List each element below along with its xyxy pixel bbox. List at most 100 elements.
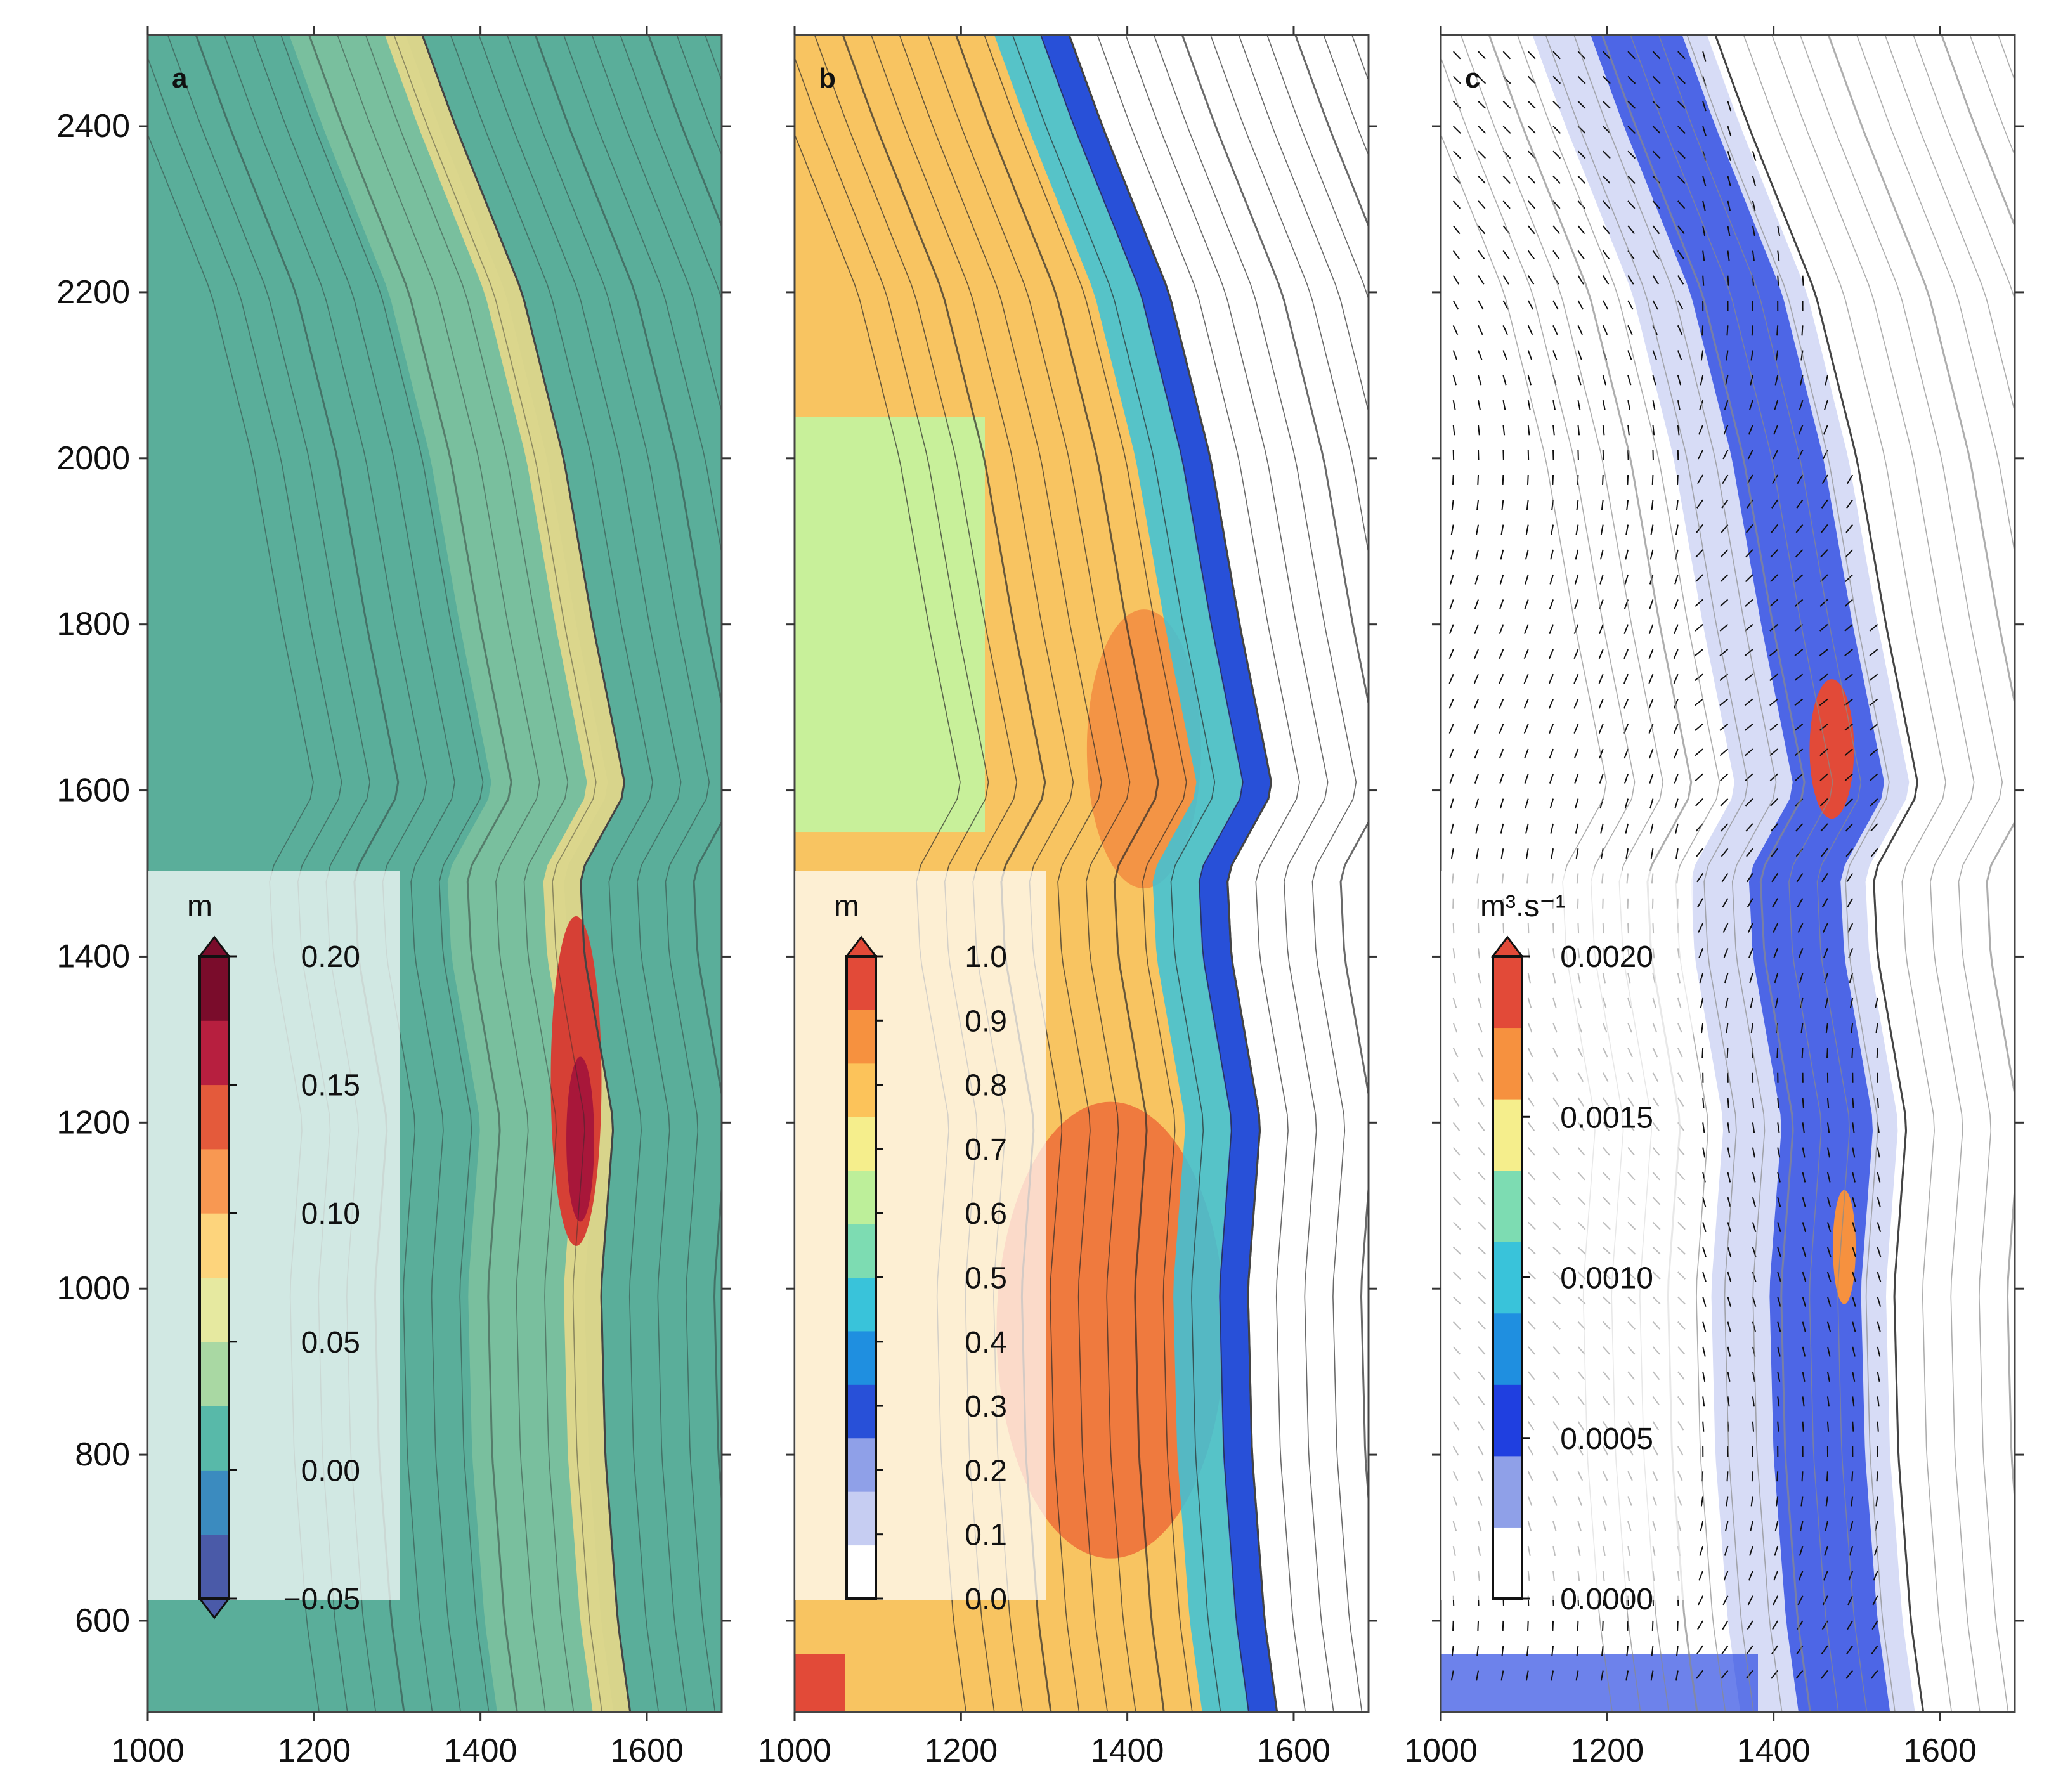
vector-arrow bbox=[1697, 898, 1704, 908]
vector-arrow bbox=[1648, 748, 1654, 759]
vector-arrow bbox=[1699, 399, 1704, 410]
vector-arrow bbox=[1747, 1620, 1753, 1630]
vector-arrow bbox=[1627, 200, 1636, 209]
vector-arrow bbox=[1774, 375, 1779, 386]
shoreline-contour bbox=[1068, 35, 1278, 1712]
vector-arrow bbox=[1752, 151, 1757, 161]
vector-arrow bbox=[1777, 1147, 1781, 1158]
panel-a: a 1000 1200 1400 1600 m 0.20 0.15 0.10 0.05 0.00 −0… bbox=[111, 26, 731, 1769]
colorbar-segment bbox=[1493, 1170, 1522, 1242]
vector-arrow bbox=[1527, 399, 1531, 411]
vector-arrow bbox=[1852, 1371, 1856, 1382]
vector-arrow bbox=[1702, 1371, 1706, 1382]
vector-arrow bbox=[1601, 500, 1604, 510]
vector-arrow bbox=[1821, 474, 1828, 484]
vector-arrow bbox=[1675, 500, 1679, 510]
vector-arrow bbox=[1849, 1521, 1854, 1531]
panels: a 1000 1200 1400 1600 m 0.20 0.15 0.10 0.05 0.00 −0… bbox=[111, 26, 2024, 1769]
vector-arrow bbox=[1648, 699, 1654, 709]
vector-arrow bbox=[1752, 1122, 1755, 1133]
vector-arrow bbox=[1826, 1122, 1830, 1133]
vector-arrow bbox=[1774, 1545, 1779, 1556]
vector-arrow bbox=[1702, 1147, 1706, 1158]
vector-arrow bbox=[1723, 1571, 1729, 1581]
vector-arrow bbox=[1777, 1122, 1780, 1133]
vector-arrow bbox=[1600, 524, 1604, 535]
vector-arrow bbox=[1700, 1496, 1704, 1507]
bathymetry-contour bbox=[1799, 35, 2009, 1712]
vector-arrow bbox=[1502, 375, 1507, 386]
vector-arrow bbox=[1577, 175, 1586, 184]
vector-arrow bbox=[1603, 200, 1611, 209]
colorbar-segment bbox=[200, 1534, 229, 1599]
vector-arrow bbox=[1777, 1172, 1781, 1183]
panel-label: c bbox=[1465, 63, 1480, 94]
vector-arrow bbox=[1695, 748, 1703, 756]
vector-arrow bbox=[1450, 1670, 1454, 1681]
vector-arrow bbox=[1525, 549, 1529, 560]
vector-arrow bbox=[1724, 375, 1729, 386]
vector-arrow bbox=[1799, 375, 1804, 386]
vector-arrow bbox=[1677, 399, 1681, 411]
vector-arrow bbox=[1674, 774, 1679, 784]
vector-arrow bbox=[1577, 101, 1586, 109]
colorbar-tick-label: 0.1 bbox=[965, 1519, 1007, 1552]
colorbar-tick-label: 0.0000 bbox=[1560, 1583, 1653, 1616]
vector-arrow bbox=[1527, 250, 1535, 259]
colorbar-unit: m bbox=[187, 890, 212, 923]
vector-arrow bbox=[1746, 873, 1753, 883]
vector-arrow bbox=[1575, 823, 1579, 834]
vector-arrow bbox=[1769, 773, 1778, 781]
vector-arrow bbox=[1722, 450, 1729, 460]
bathymetry-contour bbox=[1743, 35, 1953, 1712]
vector-arrow bbox=[1750, 1521, 1753, 1531]
vector-arrow bbox=[1698, 1571, 1704, 1581]
vector-arrow bbox=[1744, 724, 1753, 731]
vector-arrow bbox=[1673, 649, 1679, 659]
vector-arrow bbox=[1502, 101, 1511, 109]
vector-arrow bbox=[1648, 624, 1654, 634]
vector-arrow bbox=[1527, 225, 1535, 235]
vector-arrow bbox=[1877, 1222, 1882, 1233]
vector-arrow bbox=[1527, 350, 1533, 360]
vector-arrow bbox=[1500, 524, 1504, 535]
vector-arrow bbox=[1826, 1247, 1832, 1257]
y-tick-label: 600 bbox=[75, 1602, 130, 1639]
vector-arrow bbox=[1844, 649, 1853, 656]
vector-arrow bbox=[1720, 549, 1729, 558]
vector-arrow bbox=[1777, 1297, 1781, 1307]
vector-arrow bbox=[1826, 1297, 1832, 1307]
vector-arrow bbox=[1549, 574, 1554, 585]
vector-arrow bbox=[1727, 1396, 1730, 1407]
vector-arrow bbox=[1727, 1247, 1732, 1257]
vector-arrow bbox=[1575, 848, 1579, 859]
vector-arrow bbox=[1624, 574, 1629, 585]
vector-arrow bbox=[1702, 1222, 1707, 1233]
vector-arrow bbox=[1852, 1147, 1856, 1158]
vector-arrow bbox=[1794, 698, 1804, 706]
vector-arrow bbox=[1677, 300, 1684, 310]
vector-arrow bbox=[1719, 623, 1729, 632]
colorbar-background bbox=[795, 871, 1046, 1600]
vector-arrow bbox=[1850, 1496, 1854, 1507]
vector-arrow bbox=[1548, 699, 1554, 709]
vector-arrow bbox=[1750, 1023, 1753, 1034]
vector-arrow bbox=[1802, 1421, 1804, 1432]
vector-arrow bbox=[1627, 75, 1636, 84]
vector-arrow bbox=[1599, 549, 1604, 560]
vector-arrow bbox=[1822, 1595, 1828, 1606]
vector-arrow bbox=[1627, 325, 1633, 335]
bathymetry-contour bbox=[1573, 35, 1783, 1712]
vector-arrow bbox=[1748, 1571, 1753, 1581]
vector-arrow bbox=[1452, 425, 1455, 436]
vector-arrow bbox=[1773, 450, 1779, 460]
bathymetry-contour bbox=[393, 35, 602, 1712]
vector-arrow bbox=[1602, 275, 1610, 285]
vector-arrow bbox=[1450, 524, 1454, 535]
vector-arrow bbox=[1797, 1595, 1804, 1606]
vector-arrow bbox=[1826, 1321, 1832, 1332]
vector-arrow bbox=[1773, 1571, 1779, 1581]
vector-arrow bbox=[1721, 1670, 1729, 1679]
vector-arrow bbox=[1452, 300, 1459, 310]
vector-arrow bbox=[1877, 1321, 1881, 1332]
